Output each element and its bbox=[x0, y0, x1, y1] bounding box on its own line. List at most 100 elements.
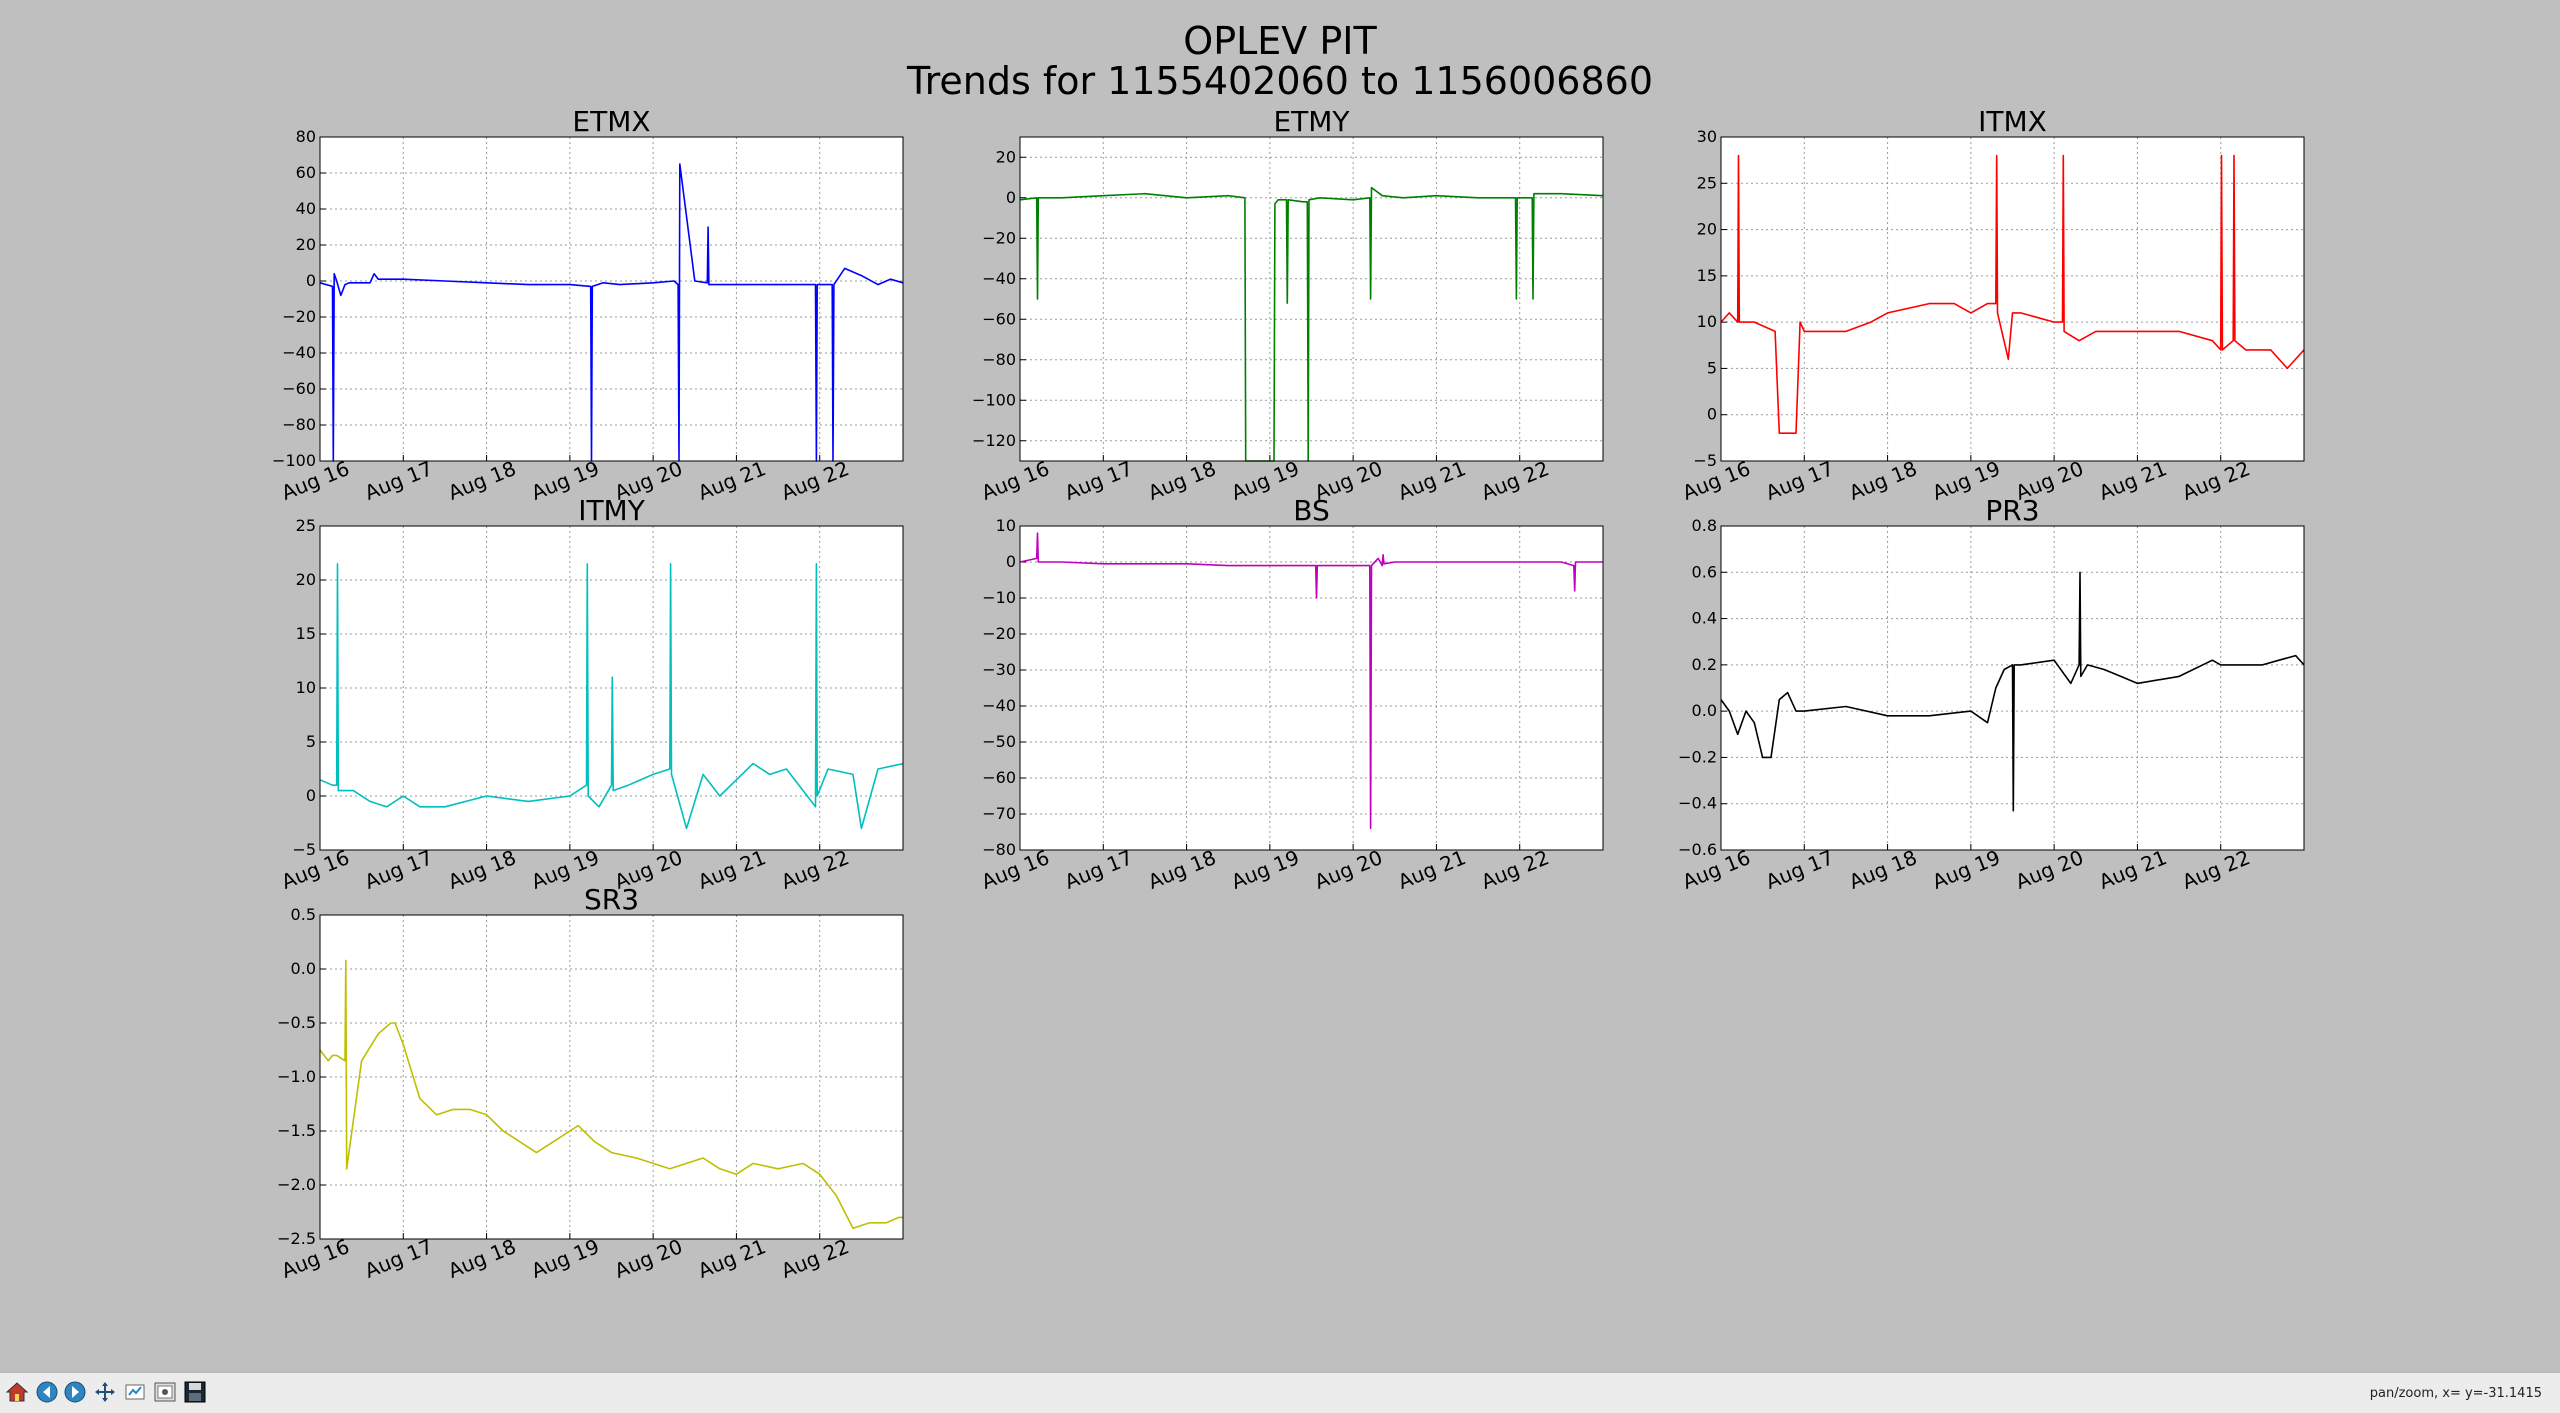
x-tick-label: Aug 18 bbox=[445, 456, 520, 505]
series-line-pr3 bbox=[1720, 571, 2305, 812]
y-tick-label: 0 bbox=[306, 271, 316, 290]
pan-icon[interactable] bbox=[92, 1379, 118, 1405]
y-tick-label: −10 bbox=[982, 588, 1016, 607]
plot-area bbox=[1020, 137, 1603, 461]
y-tick-label: 10 bbox=[1697, 312, 1717, 331]
y-tick-label: 40 bbox=[296, 199, 316, 218]
subplot-title: ITMY bbox=[578, 494, 646, 527]
configure-icon[interactable] bbox=[152, 1379, 178, 1405]
y-tick-label: −30 bbox=[982, 660, 1016, 679]
x-tick-label: Aug 21 bbox=[694, 1234, 769, 1283]
plot-frame bbox=[1019, 136, 1604, 462]
back-icon[interactable] bbox=[34, 1379, 60, 1405]
x-tick-label: Aug 20 bbox=[611, 1234, 686, 1283]
y-tick-label: 5 bbox=[306, 732, 316, 751]
zoom-icon[interactable] bbox=[122, 1379, 148, 1405]
y-tick-label: −20 bbox=[982, 624, 1016, 643]
y-tick-label: 0 bbox=[1006, 188, 1016, 207]
x-tick-label: Aug 17 bbox=[361, 1234, 436, 1283]
y-tick-label: −5 bbox=[292, 840, 316, 859]
y-tick-label: 20 bbox=[1697, 220, 1717, 239]
x-tick-label: Aug 21 bbox=[1394, 845, 1469, 894]
y-tick-label: −60 bbox=[982, 768, 1016, 787]
y-tick-label: −2.5 bbox=[277, 1229, 316, 1248]
x-tick-label: Aug 18 bbox=[1846, 456, 1921, 505]
y-tick-label: −1.5 bbox=[277, 1121, 316, 1140]
y-tick-label: 0.6 bbox=[1692, 562, 1717, 581]
figure-canvas[interactable]: OPLEV PIT Trends for 1155402060 to 11560… bbox=[0, 0, 2560, 1372]
y-tick-label: 0.5 bbox=[291, 905, 316, 924]
y-tick-label: −0.2 bbox=[1678, 747, 1717, 766]
x-tick-label: Aug 17 bbox=[1061, 845, 1136, 894]
series-line-itmy bbox=[319, 562, 904, 830]
y-tick-label: 0.2 bbox=[1692, 655, 1717, 674]
series-line-etmy bbox=[1019, 186, 1604, 462]
series-line-etmx bbox=[319, 163, 904, 462]
y-tick-label: −20 bbox=[282, 307, 316, 326]
x-tick-label: Aug 16 bbox=[978, 456, 1053, 505]
x-tick-label: Aug 17 bbox=[361, 456, 436, 505]
x-tick-label: Aug 19 bbox=[1228, 845, 1303, 894]
y-tick-label: 10 bbox=[996, 516, 1016, 535]
y-tick-label: −80 bbox=[982, 350, 1016, 369]
y-tick-label: 0.4 bbox=[1692, 609, 1717, 628]
x-tick-label: Aug 17 bbox=[1762, 845, 1837, 894]
y-tick-label: 30 bbox=[1697, 127, 1717, 146]
y-tick-label: −0.5 bbox=[277, 1013, 316, 1032]
plot-area bbox=[320, 137, 903, 461]
y-tick-label: 25 bbox=[1697, 173, 1717, 192]
plot-frame bbox=[1720, 136, 2305, 462]
y-tick-label: 15 bbox=[1697, 266, 1717, 285]
x-tick-label: Aug 19 bbox=[1929, 845, 2004, 894]
figure: OPLEV PIT Trends for 1155402060 to 11560… bbox=[0, 0, 2560, 1372]
y-tick-label: −60 bbox=[282, 379, 316, 398]
plot-frame bbox=[1019, 525, 1604, 851]
y-tick-label: 0.0 bbox=[1692, 701, 1717, 720]
x-tick-label: Aug 22 bbox=[2179, 845, 2254, 894]
x-tick-label: Aug 20 bbox=[2012, 845, 2087, 894]
navigation-toolbar: pan/zoom, x= y=-31.1415 bbox=[0, 1372, 2560, 1413]
y-tick-label: 80 bbox=[296, 127, 316, 146]
series-line-itmx bbox=[1720, 154, 2305, 435]
y-tick-label: 20 bbox=[296, 235, 316, 254]
x-tick-label: Aug 18 bbox=[1846, 845, 1921, 894]
x-tick-label: Aug 21 bbox=[694, 845, 769, 894]
y-tick-label: −120 bbox=[972, 431, 1016, 450]
y-tick-label: −1.0 bbox=[277, 1067, 316, 1086]
plot-frame bbox=[319, 136, 904, 462]
y-tick-label: 5 bbox=[1707, 358, 1717, 377]
save-icon[interactable] bbox=[182, 1379, 208, 1405]
y-tick-label: −50 bbox=[982, 732, 1016, 751]
plot-area bbox=[1020, 526, 1603, 850]
subplot-title: BS bbox=[1293, 494, 1330, 527]
y-tick-label: −60 bbox=[982, 309, 1016, 328]
y-tick-label: −0.4 bbox=[1678, 794, 1717, 813]
x-tick-label: Aug 17 bbox=[1762, 456, 1837, 505]
x-tick-label: Aug 18 bbox=[1145, 845, 1220, 894]
y-tick-label: 10 bbox=[296, 678, 316, 697]
series-line-bs bbox=[1019, 532, 1603, 830]
y-tick-label: 0 bbox=[1006, 552, 1016, 571]
x-tick-label: Aug 18 bbox=[445, 845, 520, 894]
subplot-title: PR3 bbox=[1985, 494, 2039, 527]
x-tick-label: Aug 21 bbox=[2095, 456, 2170, 505]
x-tick-label: Aug 21 bbox=[1394, 456, 1469, 505]
x-tick-label: Aug 19 bbox=[528, 1234, 603, 1283]
plot-frame bbox=[1720, 525, 2305, 851]
y-tick-label: −5 bbox=[1693, 451, 1717, 470]
figure-title-line2: Trends for 1155402060 to 1156006860 bbox=[906, 59, 1653, 103]
y-tick-label: −0.6 bbox=[1678, 840, 1717, 859]
y-tick-label: −2.0 bbox=[277, 1175, 316, 1194]
x-tick-label: Aug 20 bbox=[1311, 845, 1386, 894]
plot-frame bbox=[319, 525, 904, 851]
forward-icon[interactable] bbox=[62, 1379, 88, 1405]
home-icon[interactable] bbox=[4, 1379, 30, 1405]
x-tick-label: Aug 17 bbox=[361, 845, 436, 894]
plot-frame bbox=[319, 914, 904, 1240]
subplot-title: ETMX bbox=[572, 105, 650, 138]
